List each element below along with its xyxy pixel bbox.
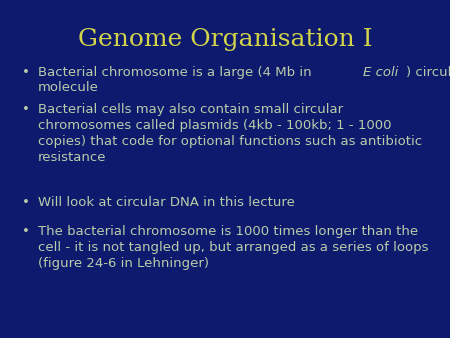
Text: Genome Organisation I: Genome Organisation I <box>78 28 372 51</box>
Text: •: • <box>22 103 30 116</box>
Text: •: • <box>22 196 30 209</box>
Text: The bacterial chromosome is 1000 times longer than the
cell - it is not tangled : The bacterial chromosome is 1000 times l… <box>38 225 428 270</box>
Text: •: • <box>22 66 30 79</box>
Text: E coli: E coli <box>363 66 398 79</box>
Text: Will look at circular DNA in this lecture: Will look at circular DNA in this lectur… <box>38 196 295 209</box>
Text: •: • <box>22 225 30 238</box>
Text: Bacterial cells may also contain small circular
chromosomes called plasmids (4kb: Bacterial cells may also contain small c… <box>38 103 422 164</box>
Text: Bacterial chromosome is a large (4 Mb in: Bacterial chromosome is a large (4 Mb in <box>38 66 316 79</box>
Text: molecule: molecule <box>38 81 99 95</box>
Text: ) circular: ) circular <box>406 66 450 79</box>
